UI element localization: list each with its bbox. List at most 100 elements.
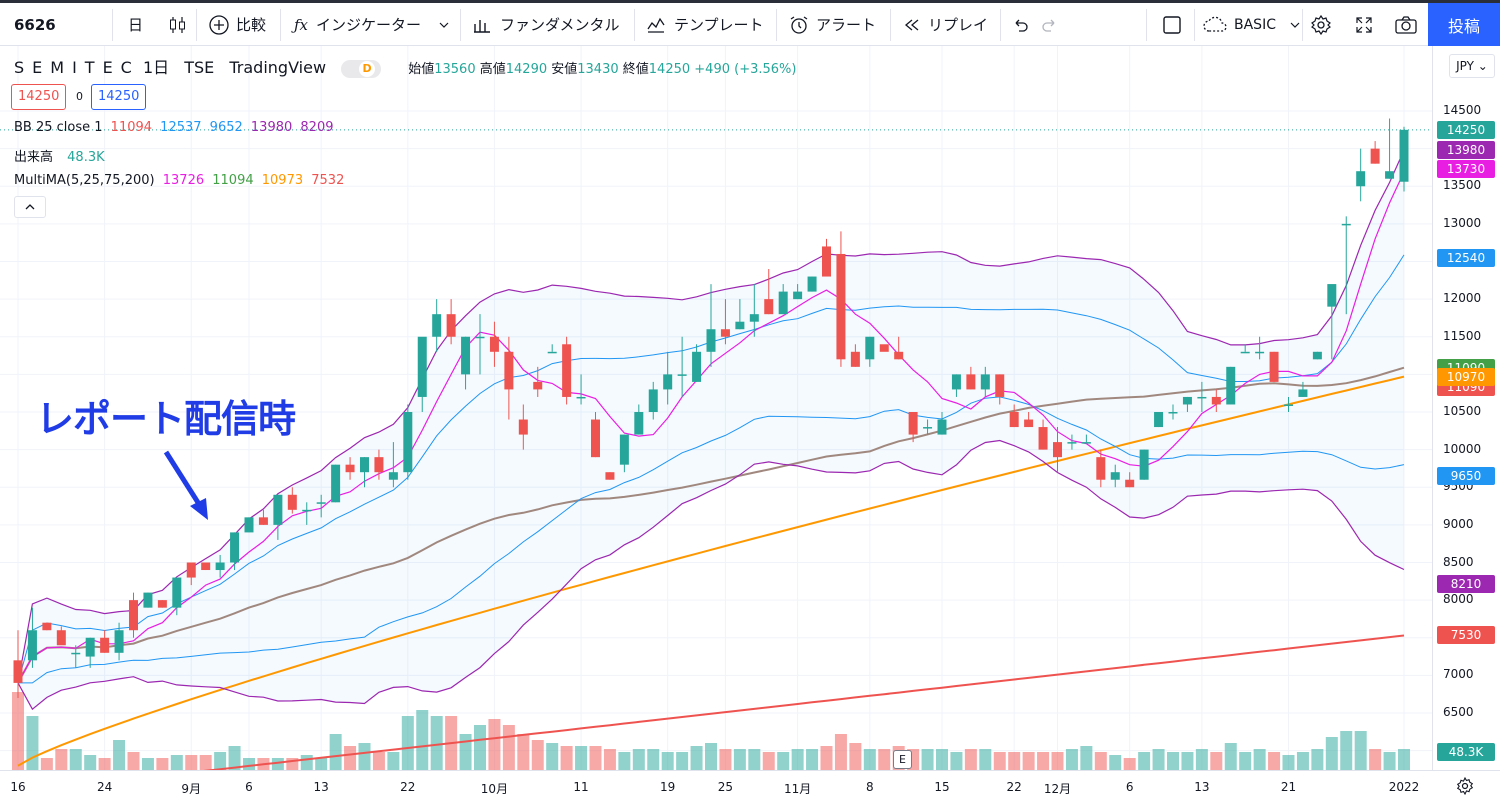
indicators-label: インジケーター xyxy=(316,16,422,34)
volume-bar xyxy=(156,758,169,770)
candle-body xyxy=(720,329,730,337)
buy-button[interactable]: 14250 xyxy=(91,84,147,110)
symbol-legend: SEMITEC 1日 TSE TradingView D 始値13560 高値1… xyxy=(14,54,796,78)
time-scale[interactable]: 16 24 9月 6 13 22 10月 11 19 25 11月 8 15 22 12月 6 13 21 2022 xyxy=(0,770,1500,802)
volume-bar xyxy=(69,749,82,770)
save-layout-button[interactable]: BASIC xyxy=(1202,3,1300,46)
price-axis-label: 9000 xyxy=(1443,516,1474,531)
candle-body xyxy=(374,457,384,473)
chevron-up-icon xyxy=(25,204,35,210)
ma5-value: 13726 xyxy=(162,173,205,188)
volume-bar xyxy=(127,752,140,770)
annotation-arrow xyxy=(163,450,208,520)
price-tag: 10970 xyxy=(1437,367,1495,386)
interval-button[interactable]: 日 xyxy=(128,3,143,46)
symbol-search-button[interactable]: 6626 xyxy=(14,3,56,46)
template-icon xyxy=(647,17,665,33)
candle-body xyxy=(706,329,716,352)
candle-body xyxy=(518,419,528,435)
candle-body xyxy=(735,321,745,330)
price-axis-label: 8500 xyxy=(1443,554,1474,569)
settings-button[interactable] xyxy=(1310,3,1332,46)
volume-label: 出来高 xyxy=(14,150,54,165)
volume-bar xyxy=(1109,755,1122,770)
price-axis-label: 10500 xyxy=(1443,404,1482,418)
collapse-legend-button[interactable] xyxy=(14,196,46,218)
templates-button[interactable]: テンプレート xyxy=(646,3,764,46)
price-chart-canvas[interactable] xyxy=(0,46,1432,770)
price-tag: 8210 xyxy=(1437,575,1495,594)
chevron-down-icon xyxy=(439,22,449,28)
volume-bar xyxy=(1296,752,1309,770)
redo-button[interactable] xyxy=(1040,3,1060,46)
time-axis-label: 25 xyxy=(717,780,734,794)
volume-bar xyxy=(387,752,400,770)
time-axis-label: 13 xyxy=(313,780,329,794)
volume-bar xyxy=(344,746,357,770)
candle-body xyxy=(1110,472,1120,480)
candle-body xyxy=(1038,427,1048,450)
volume-bar xyxy=(1167,752,1179,770)
rewind-icon xyxy=(904,19,919,30)
candles-icon xyxy=(170,16,185,33)
time-scale-settings-button[interactable] xyxy=(1456,776,1474,799)
volume-bar xyxy=(618,752,631,770)
currency-select[interactable]: JPY ⌄ xyxy=(1449,54,1495,78)
volume-bar xyxy=(1253,749,1266,770)
volume-bar xyxy=(863,749,876,770)
volume-bar xyxy=(1195,749,1208,770)
volume-legend[interactable]: 出来高 48.3K xyxy=(14,146,109,165)
bollinger-band-fill xyxy=(18,150,1404,710)
fundamentals-button[interactable]: ファンダメンタル xyxy=(472,3,620,46)
volume-bar xyxy=(1037,752,1050,770)
candle-body xyxy=(287,494,297,510)
bb-legend[interactable]: BB 25 close 1 11094 12537 9652 13980 820… xyxy=(14,120,338,135)
volume-bar xyxy=(878,749,891,770)
sell-button[interactable]: 14250 xyxy=(11,84,67,110)
candle-body xyxy=(1053,442,1062,458)
replay-button[interactable]: リプレイ xyxy=(902,3,988,46)
post-button[interactable]: 投稿 xyxy=(1428,3,1500,46)
candle-body xyxy=(1096,457,1106,480)
candle-body xyxy=(331,464,341,503)
candle-body xyxy=(923,427,933,429)
volume-bar xyxy=(315,758,328,770)
candle-body xyxy=(1327,284,1337,307)
volume-bar xyxy=(1051,752,1064,770)
volume-bar xyxy=(589,746,602,770)
chart-type-button[interactable] xyxy=(168,3,188,46)
snapshot-button[interactable] xyxy=(1394,3,1418,46)
volume-bar xyxy=(40,758,53,770)
volume-bar xyxy=(1311,749,1324,770)
alert-button[interactable]: アラート xyxy=(788,3,876,46)
volume-bar xyxy=(1268,752,1281,770)
multima-legend[interactable]: MultiMA(5,25,75,200) 13726 11094 10973 7… xyxy=(14,173,348,188)
volume-bar xyxy=(733,749,746,770)
volume-bar xyxy=(12,692,24,770)
candle-body xyxy=(822,246,831,277)
volume-bar xyxy=(1123,758,1136,770)
delayed-data-badge[interactable]: D xyxy=(341,59,382,78)
candle-body xyxy=(100,637,110,653)
fullscreen-button[interactable] xyxy=(1354,3,1374,46)
candle-body xyxy=(1197,396,1207,399)
layout-select-button[interactable] xyxy=(1162,3,1182,46)
indicators-button[interactable]: ƒx インジケーター xyxy=(294,3,449,46)
volume-bar xyxy=(430,716,443,770)
chart-pane[interactable]: SEMITEC 1日 TSE TradingView D 始値13560 高値1… xyxy=(0,46,1500,802)
volume-bar xyxy=(1138,752,1151,770)
volume-bar xyxy=(993,752,1006,770)
undo-button[interactable] xyxy=(1010,3,1030,46)
earnings-marker[interactable]: E xyxy=(893,750,912,769)
price-scale[interactable]: JPY ⌄ 1450014000135001300012500120001150… xyxy=(1432,46,1500,770)
volume-bar xyxy=(1340,731,1353,770)
interval-label: 日 xyxy=(128,16,144,34)
templates-label: テンプレート xyxy=(674,16,764,34)
bb-upper-band: 13980 xyxy=(250,120,293,135)
buy-price: 14250 xyxy=(98,89,140,104)
candle-body xyxy=(749,314,759,322)
compare-button[interactable]: 比較 xyxy=(208,3,266,46)
volume-bar xyxy=(243,758,255,770)
volume-bar xyxy=(834,734,847,770)
bb-lower-line xyxy=(18,396,1405,684)
